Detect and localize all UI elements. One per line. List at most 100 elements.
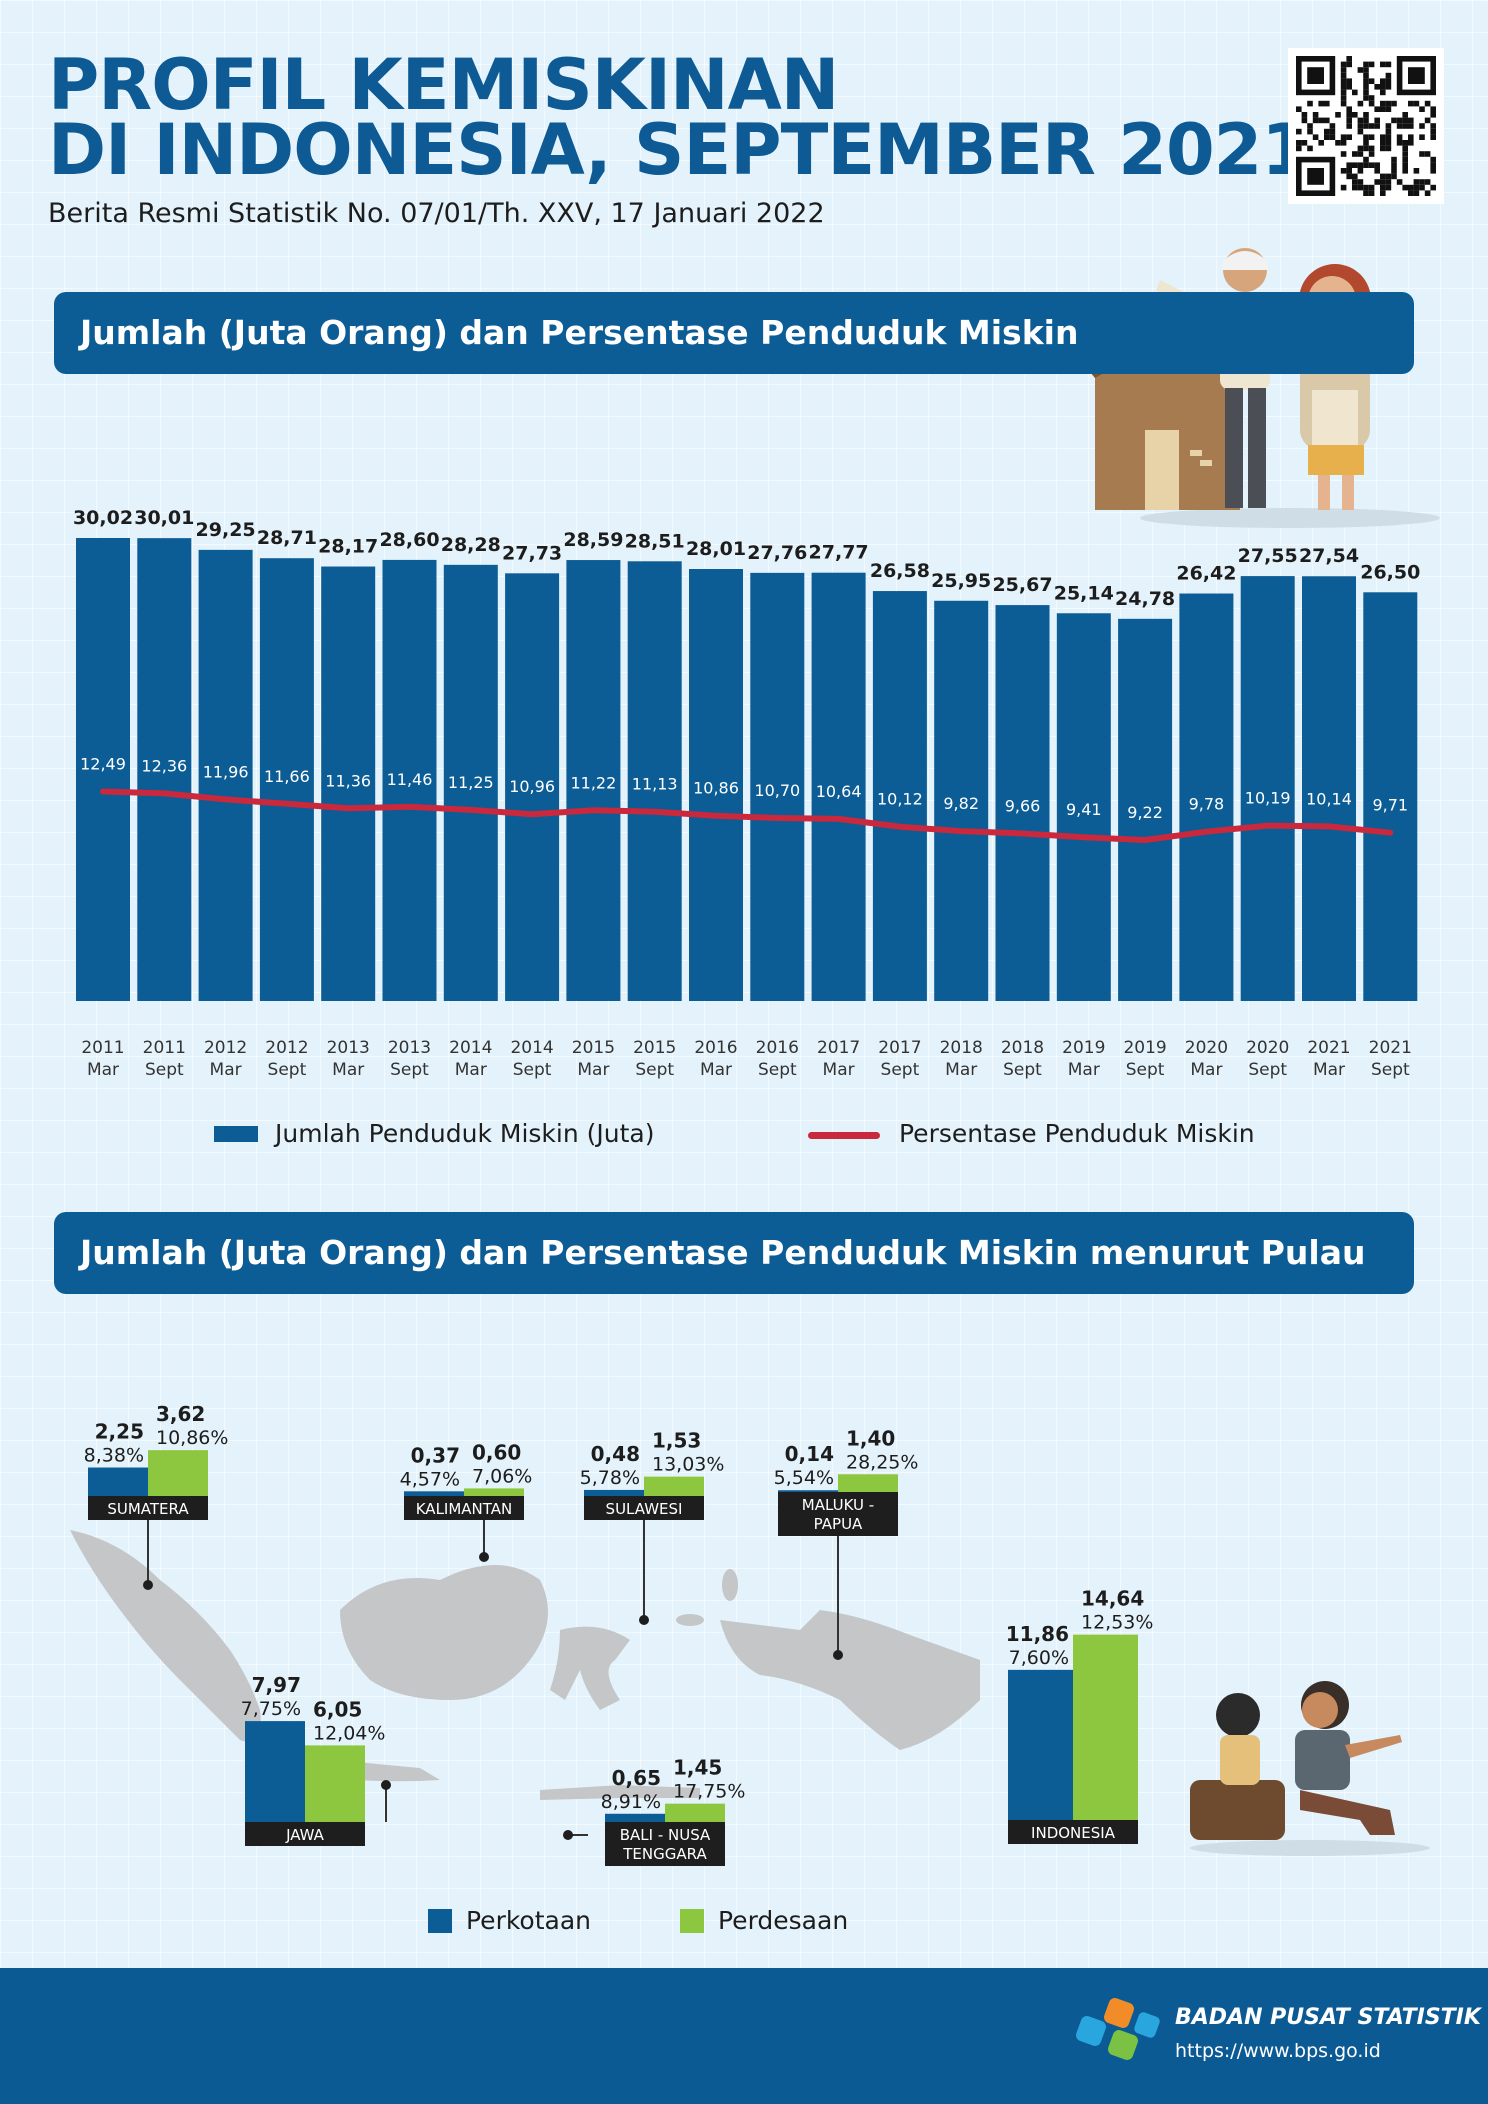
x-tick-year: 2017 [878,1038,921,1058]
urban-value-label: 11,86 [1006,1622,1069,1646]
section-2-banner: Jumlah (Juta Orang) dan Persentase Pendu… [54,1212,1414,1294]
bar-12 [811,572,866,1001]
line-value-label: 11,22 [570,773,616,792]
x-tick-period: Sept [145,1060,184,1080]
rural-bar [665,1803,725,1822]
map-marker [563,1830,573,1840]
region-label: INDONESIA [1031,1824,1116,1842]
x-tick-year: 2012 [265,1038,308,1058]
x-tick-period: Mar [823,1060,855,1080]
bar-4 [321,566,376,1001]
bar-value-label: 28,17 [318,536,378,558]
x-tick-period: Mar [455,1060,487,1080]
bar-value-label: 28,01 [686,538,746,560]
x-tick-year: 2015 [633,1038,676,1058]
x-tick-period: Mar [700,1060,732,1080]
x-tick-period: Sept [1003,1060,1042,1080]
x-tick-period: Mar [1068,1060,1100,1080]
region-label-box [245,1822,365,1846]
x-tick-year: 2013 [327,1038,370,1058]
bar-19 [1240,576,1295,1001]
x-tick-period: Sept [881,1060,920,1080]
map-marker [479,1552,489,1562]
bar-value-label: 28,51 [625,530,685,552]
percentage-line [100,788,1394,843]
seated-people-illustration [1190,1681,1430,1856]
region-label: BALI - NUSA [620,1826,711,1844]
bar-7 [505,573,560,1001]
legend-line-label: Persentase Penduduk Miskin [899,1119,1255,1148]
rural-value-label: 1,45 [673,1756,722,1780]
urban-value-label: 0,37 [411,1443,460,1467]
rural-pct-label: 10,86% [156,1427,228,1449]
map-marker [639,1615,649,1625]
x-tick-period: Mar [1313,1060,1345,1080]
urban-pct-label: 5,54% [774,1467,834,1489]
region-label: MALUKU - [802,1496,874,1514]
footer [0,1968,1488,2104]
legend-bar-swatch [214,1126,258,1142]
rural-bar [1073,1634,1138,1820]
x-tick-period: Sept [758,1060,797,1080]
urban-pct-label: 8,91% [601,1791,661,1813]
line-value-label: 12,49 [80,755,126,774]
bar-value-label: 28,28 [441,534,501,556]
x-tick-period: Sept [1248,1060,1287,1080]
urban-bar [605,1813,665,1822]
urban-pct-label: 5,78% [580,1467,640,1489]
region-label-box [605,1822,725,1866]
bps-logo-icon [1076,1998,1160,2060]
region-label: SULAWESI [606,1500,683,1518]
org-url[interactable]: https://www.bps.go.id [1175,2040,1381,2062]
x-tick-year: 2014 [510,1038,553,1058]
section-1-banner: Jumlah (Juta Orang) dan Persentase Pendu… [54,292,1414,374]
org-name: BADAN PUSAT STATISTIK [1175,2005,1481,2030]
x-tick-year: 2012 [204,1038,247,1058]
bar-0 [76,538,130,1001]
poverty-trend-chart: 30,0212,492011Mar30,0112,362011Sept29,25… [73,507,1420,1080]
rural-value-label: 14,64 [1081,1587,1144,1611]
bar-20 [1302,576,1356,1001]
bar-value-label: 27,73 [502,542,562,564]
x-tick-period: Sept [635,1060,674,1080]
rural-pct-label: 12,04% [313,1722,385,1744]
bar-2 [198,549,253,1001]
page-title-line-2: DI INDONESIA, SEPTEMBER 2021 [48,109,1310,191]
x-tick-year: 2021 [1307,1038,1350,1058]
x-tick-period: Mar [332,1060,364,1080]
x-tick-period: Mar [577,1060,609,1080]
bar-15 [995,605,1050,1001]
rural-pct-label: 13,03% [652,1454,724,1476]
rural-bar [838,1474,898,1492]
rural-bar [644,1476,704,1496]
bar-value-label: 26,50 [1360,561,1420,583]
rural-value-label: 1,40 [846,1426,895,1450]
rural-value-label: 0,60 [472,1440,521,1464]
map-marker [833,1650,843,1660]
line-value-label: 10,19 [1245,789,1291,808]
bar-value-label: 27,55 [1238,545,1298,567]
rural-pct-label: 28,25% [846,1451,918,1473]
region-label: TENGGARA [622,1845,707,1863]
urban-pct-label: 7,60% [1009,1647,1069,1669]
x-tick-year: 2016 [694,1038,737,1058]
region-label-box [778,1492,898,1536]
line-value-label: 12,36 [141,756,187,775]
urban-pct-label: 8,38% [84,1445,144,1467]
bar-value-label: 25,67 [992,574,1052,596]
x-tick-period: Sept [268,1060,307,1080]
x-tick-year: 2011 [81,1038,124,1058]
bar-10 [689,569,743,1001]
x-tick-year: 2019 [1062,1038,1105,1058]
bar-16 [1056,613,1111,1001]
x-tick-period: Sept [513,1060,552,1080]
region-label: SUMATERA [107,1500,189,1518]
rural-value-label: 1,53 [652,1429,701,1453]
rural-bar [148,1450,208,1496]
bar-value-label: 28,59 [563,529,623,551]
legend-urban-label: Perkotaan [466,1906,592,1935]
legend-bar-label: Jumlah Penduduk Miskin (Juta) [275,1119,655,1148]
